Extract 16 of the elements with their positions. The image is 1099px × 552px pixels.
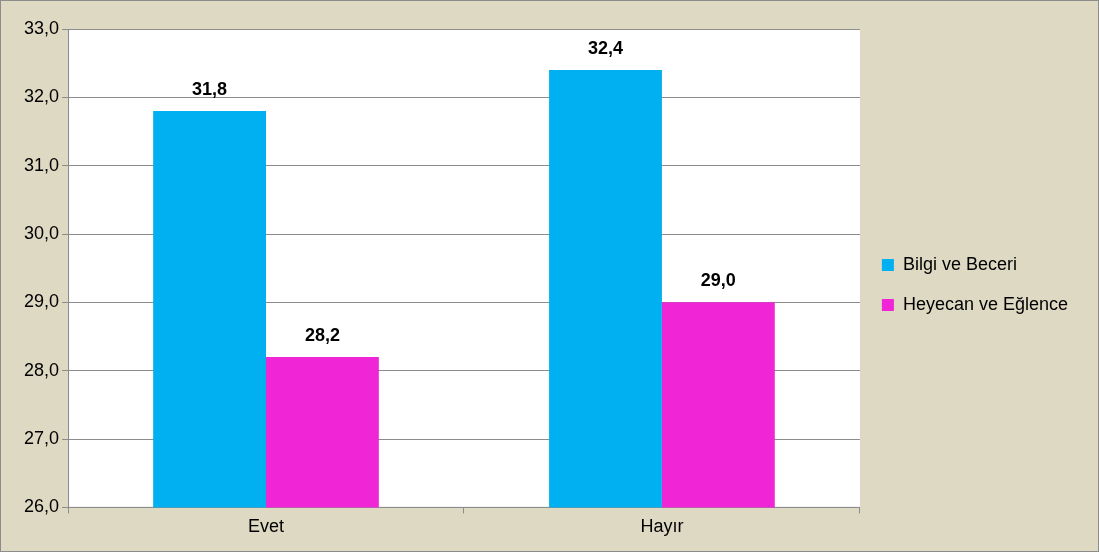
data-label: 31,8 [192, 78, 228, 99]
y-tick-label: 27,0 [23, 428, 60, 449]
data-label: 32,4 [587, 37, 624, 58]
data-label: 28,2 [304, 325, 340, 346]
y-tick-label: 26,0 [23, 496, 60, 517]
x-tick-label: Evet [247, 516, 285, 537]
x-tick-label: Hayır [640, 516, 684, 537]
y-tick-label: 32,0 [23, 86, 60, 107]
y-tick-label: 31,0 [23, 154, 60, 175]
y-tick-label: 30,0 [23, 223, 60, 243]
y-tick-label: 29,0 [23, 291, 60, 312]
legend-label: Bilgi ve Beceri [902, 253, 1017, 274]
y-tick-label: 28,0 [23, 359, 60, 380]
y-tick-label: 33,0 [23, 17, 60, 38]
data-label: 29,0 [700, 270, 736, 291]
legend-label: Heyecan ve Eğlence [902, 293, 1069, 314]
